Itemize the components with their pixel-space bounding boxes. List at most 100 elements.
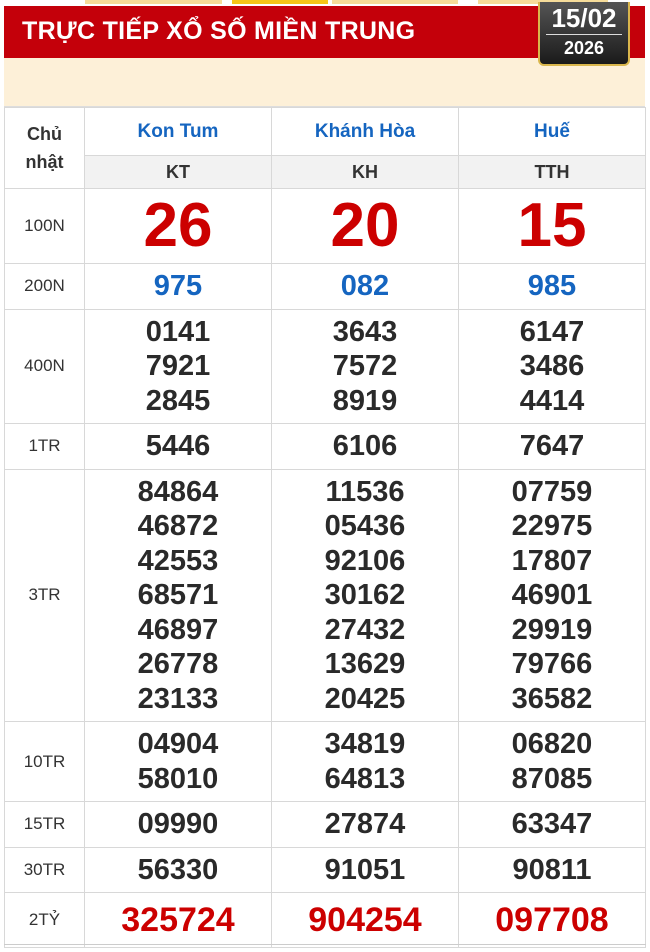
date-badge: 15/02 2026 bbox=[538, 2, 630, 66]
prize-cell: 56330 bbox=[84, 846, 272, 893]
prize-number: 904254 bbox=[308, 901, 422, 939]
day-label: Chủ nhật bbox=[4, 107, 85, 189]
prize-cell: 09990 bbox=[84, 801, 272, 848]
prize-cell: 06820 87085 bbox=[458, 721, 646, 802]
prize-cell: 63347 bbox=[458, 801, 646, 848]
prize-label: 10TR bbox=[4, 721, 85, 802]
province-name[interactable]: Khánh Hòa bbox=[271, 107, 459, 156]
prize-row: 200N 975 082 985 bbox=[4, 263, 646, 310]
prize-number: 87085 bbox=[511, 762, 593, 795]
date-day-month: 15/02 bbox=[546, 2, 622, 35]
prize-number: 27874 bbox=[324, 808, 406, 840]
prize-number: 42553 bbox=[137, 544, 219, 577]
prize-number: 15 bbox=[517, 191, 587, 260]
prize-number: 22975 bbox=[511, 510, 593, 542]
prize-number: 90811 bbox=[512, 853, 592, 886]
prize-number: 46872 bbox=[137, 510, 219, 542]
prize-cell: 91051 bbox=[271, 846, 459, 893]
prize-number: 20425 bbox=[324, 682, 406, 715]
prize-number: 34819 bbox=[324, 728, 406, 760]
prize-number: 27432 bbox=[324, 613, 406, 646]
prize-cell: 7647 bbox=[458, 423, 646, 470]
prize-label: 400N bbox=[4, 308, 85, 424]
tab[interactable] bbox=[332, 0, 458, 4]
prize-label: 100N bbox=[4, 188, 85, 264]
prize-row: 30TR 56330 91051 90811 bbox=[4, 846, 646, 893]
prize-number: 36582 bbox=[511, 682, 593, 715]
prize-label: 200N bbox=[4, 263, 85, 310]
prize-cell: 5446 bbox=[84, 423, 272, 470]
prize-row: 400N 0141 7921 2845 3643 7572 8919 6147 3486 4414 bbox=[4, 308, 646, 424]
prize-cell: 04904 58010 bbox=[84, 721, 272, 802]
prize-number: 92106 bbox=[324, 544, 406, 577]
prize-number: 7647 bbox=[519, 430, 585, 462]
prize-number: 4414 bbox=[519, 384, 585, 417]
prize-number: 04904 bbox=[137, 728, 219, 760]
prize-number: 975 bbox=[153, 270, 203, 302]
prize-number: 64813 bbox=[324, 762, 406, 795]
prize-number: 13629 bbox=[324, 648, 406, 680]
prize-label: 3TR bbox=[4, 468, 85, 722]
prize-row: 1TR 5446 6106 7647 bbox=[4, 423, 646, 470]
prize-row: 3TR 84864 46872 42553 68571 46897 26778 23133 11… bbox=[4, 468, 646, 722]
prize-row: 2TỶ 325724 904254 097708 bbox=[4, 892, 646, 948]
prize-cell: 325724 bbox=[84, 892, 272, 948]
ad-area bbox=[4, 58, 645, 107]
prize-cell: 26 bbox=[84, 188, 272, 264]
prize-row: 10TR 04904 58010 34819 64813 06820 87085 bbox=[4, 721, 646, 802]
province-name[interactable]: Huế bbox=[458, 107, 646, 156]
prize-number: 07759 bbox=[511, 475, 593, 508]
prize-cell: 84864 46872 42553 68571 46897 26778 23133 bbox=[84, 468, 272, 722]
prize-cell: 27874 bbox=[271, 801, 459, 848]
prize-number: 3486 bbox=[519, 350, 585, 382]
prize-number: 46901 bbox=[511, 579, 593, 611]
prize-number: 46897 bbox=[137, 613, 219, 646]
prize-number: 7572 bbox=[332, 350, 398, 382]
prize-number: 6147 bbox=[519, 315, 585, 348]
prize-cell: 097708 bbox=[458, 892, 646, 948]
prize-number: 84864 bbox=[137, 475, 219, 508]
tab[interactable] bbox=[232, 0, 328, 4]
prize-number: 56330 bbox=[137, 853, 219, 886]
prize-label: 2TỶ bbox=[4, 892, 85, 948]
results-table: Chủ nhật Kon Tum Khánh Hòa Huế KT KH TTH… bbox=[4, 107, 646, 948]
prize-cell: 90811 bbox=[458, 846, 646, 893]
prize-number: 6106 bbox=[332, 430, 398, 462]
prize-number: 23133 bbox=[137, 682, 219, 715]
prize-number: 26 bbox=[143, 191, 213, 260]
prize-number: 17807 bbox=[511, 544, 593, 577]
prize-number: 30162 bbox=[324, 579, 406, 611]
province-code: TTH bbox=[458, 155, 646, 189]
province-name[interactable]: Kon Tum bbox=[84, 107, 272, 156]
prize-number: 3643 bbox=[332, 315, 398, 348]
footer-divider bbox=[4, 944, 646, 952]
province-code: KT bbox=[84, 155, 272, 189]
prize-number: 082 bbox=[340, 270, 390, 302]
prize-number: 5446 bbox=[145, 430, 211, 462]
prize-label: 1TR bbox=[4, 423, 85, 470]
prize-number: 58010 bbox=[137, 762, 219, 795]
tab[interactable] bbox=[85, 0, 222, 4]
prize-number: 0141 bbox=[145, 315, 211, 348]
prize-number: 29919 bbox=[511, 613, 593, 646]
page-title: TRỰC TIẾP XỔ SỐ MIỀN TRUNG bbox=[22, 17, 416, 45]
prize-cell: 6147 3486 4414 bbox=[458, 308, 646, 424]
prize-row: 100N 26 20 15 bbox=[4, 188, 646, 264]
prize-number: 63347 bbox=[511, 808, 593, 840]
prize-cell: 3643 7572 8919 bbox=[271, 308, 459, 424]
prize-row: 15TR 09990 27874 63347 bbox=[4, 801, 646, 848]
prize-cell: 6106 bbox=[271, 423, 459, 470]
prize-number: 91051 bbox=[324, 853, 406, 886]
prize-number: 05436 bbox=[324, 510, 406, 542]
prize-cell: 985 bbox=[458, 263, 646, 310]
prize-label: 15TR bbox=[4, 801, 85, 848]
prize-number: 79766 bbox=[511, 648, 593, 680]
prize-number: 7921 bbox=[145, 350, 211, 382]
prize-number: 985 bbox=[527, 270, 577, 302]
prize-number: 11536 bbox=[325, 475, 405, 508]
prize-cell: 07759 22975 17807 46901 29919 79766 36582 bbox=[458, 468, 646, 722]
prize-cell: 082 bbox=[271, 263, 459, 310]
prize-number: 097708 bbox=[495, 901, 609, 939]
prize-cell: 11536 05436 92106 30162 27432 13629 20425 bbox=[271, 468, 459, 722]
prize-number: 68571 bbox=[137, 579, 219, 611]
